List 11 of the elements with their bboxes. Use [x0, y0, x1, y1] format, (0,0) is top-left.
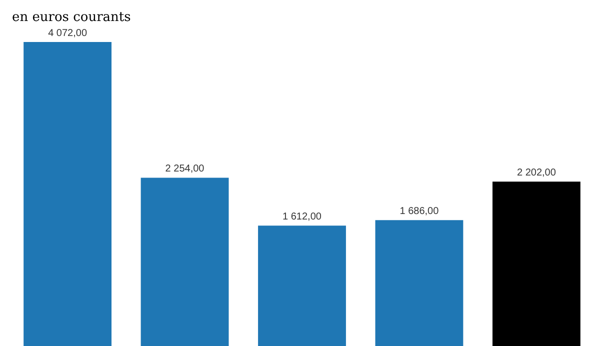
- data-label: 1 612,00: [282, 212, 322, 223]
- data-label: 1 686,00: [400, 206, 440, 218]
- bar: [258, 226, 346, 346]
- bar: [140, 178, 229, 346]
- bar: [24, 42, 112, 346]
- data-label: 4 072,00: [48, 28, 88, 39]
- data-label: 2 254,00: [165, 164, 205, 175]
- chart-subtitle: en euros courants: [12, 10, 131, 25]
- bar: [375, 220, 464, 346]
- bar: [492, 182, 580, 346]
- data-label: 2 202,00: [516, 168, 556, 179]
